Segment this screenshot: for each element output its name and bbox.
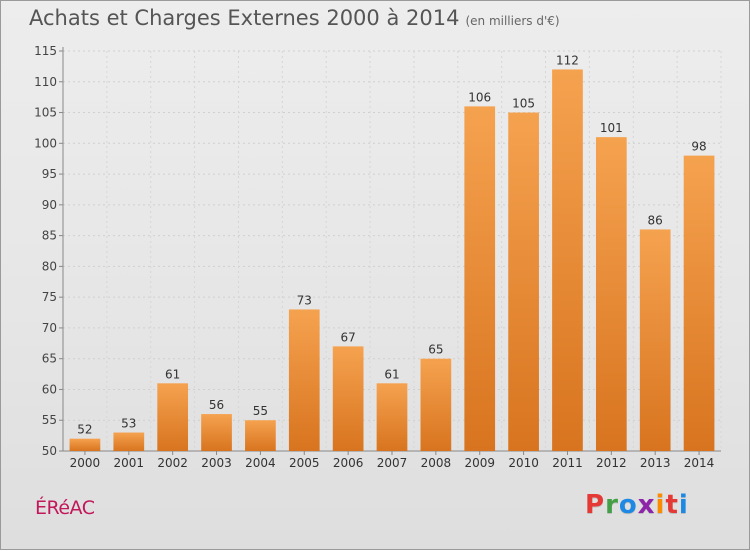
bar-layer: 52 53 61 56 55 73 67 61 65 106 105 112 101 86 98 <box>69 53 715 452</box>
bar-value-label: 53 <box>121 417 136 431</box>
bar-value-label: 105 <box>512 97 535 111</box>
x-tick-label: 2005 <box>289 456 320 470</box>
x-tick-label: 2013 <box>640 456 671 470</box>
y-tick-label: 105 <box>34 106 57 120</box>
brand-letter: P <box>585 490 606 520</box>
x-tick-label: 2012 <box>596 456 627 470</box>
bar <box>69 438 101 451</box>
y-tick-label: 110 <box>34 75 57 89</box>
bar-value-label: 61 <box>165 367 180 381</box>
bar <box>508 112 539 452</box>
x-tick-label: 2001 <box>114 456 145 470</box>
y-tick-label: 90 <box>42 198 57 212</box>
x-tick-label: 2004 <box>245 456 276 470</box>
bar <box>683 155 715 451</box>
bar-value-label: 112 <box>556 53 579 67</box>
brand-letter: r <box>605 490 619 520</box>
bar <box>464 106 496 451</box>
chart-subtitle: (en milliers d'€) <box>465 14 560 28</box>
x-tick-label: 2002 <box>157 456 188 470</box>
brand-letter: i <box>678 490 689 520</box>
y-tick-label: 85 <box>42 229 57 243</box>
brand-letter: x <box>637 490 656 520</box>
chart-title-row: Achats et Charges Externes 2000 à 2014 (e… <box>29 6 560 30</box>
y-tick-label: 95 <box>42 167 57 181</box>
bar-value-label: 65 <box>428 343 443 357</box>
bar-value-label: 52 <box>77 423 92 437</box>
bar <box>420 358 452 451</box>
brand-logo: Proxiti <box>585 490 689 520</box>
y-tick-label: 50 <box>42 444 57 458</box>
chart-title: Achats et Charges Externes 2000 à 2014 <box>29 6 460 30</box>
bar-value-label: 106 <box>468 90 491 104</box>
x-tick-label: 2000 <box>70 456 101 470</box>
bar <box>245 420 276 451</box>
x-tick-label: 2014 <box>684 456 715 470</box>
x-tick-label: 2007 <box>377 456 408 470</box>
bar <box>201 414 232 451</box>
bar-value-label: 67 <box>340 330 355 344</box>
x-tick-label: 2008 <box>421 456 452 470</box>
bar <box>552 69 583 451</box>
y-tick-label: 60 <box>42 382 57 396</box>
y-tick-label: 70 <box>42 321 57 335</box>
y-tick-label: 55 <box>42 413 57 427</box>
y-tick-label: 75 <box>42 290 57 304</box>
brand-letter: t <box>665 490 679 520</box>
bar-value-label: 61 <box>384 367 399 381</box>
bar <box>113 432 145 451</box>
bar <box>288 309 320 451</box>
location-label: ÉRéAC <box>35 497 95 519</box>
axis-layer: 50 55 60 65 70 75 80 85 90 95 100 105 110 115 2000 2001… <box>34 44 721 470</box>
y-tick-label: 115 <box>34 44 57 58</box>
y-tick-label: 65 <box>42 352 57 366</box>
bar-value-label: 73 <box>297 293 312 307</box>
x-tick-label: 2003 <box>201 456 232 470</box>
bar <box>595 137 627 451</box>
bar-value-label: 86 <box>648 213 663 227</box>
bar <box>376 383 408 451</box>
y-tick-label: 80 <box>42 259 57 273</box>
x-tick-label: 2006 <box>333 456 364 470</box>
bar-value-label: 101 <box>600 121 623 135</box>
bar <box>639 229 671 451</box>
x-tick-label: 2009 <box>464 456 495 470</box>
y-tick-label: 100 <box>34 136 57 150</box>
bar <box>332 346 364 451</box>
brand-letter: i <box>655 490 666 520</box>
x-tick-label: 2010 <box>508 456 539 470</box>
bar <box>157 383 189 451</box>
bar-value-label: 98 <box>691 140 706 154</box>
bar-value-label: 55 <box>253 404 268 418</box>
x-tick-label: 2011 <box>552 456 583 470</box>
brand-letter: o <box>618 490 638 520</box>
bar-value-label: 56 <box>209 398 224 412</box>
